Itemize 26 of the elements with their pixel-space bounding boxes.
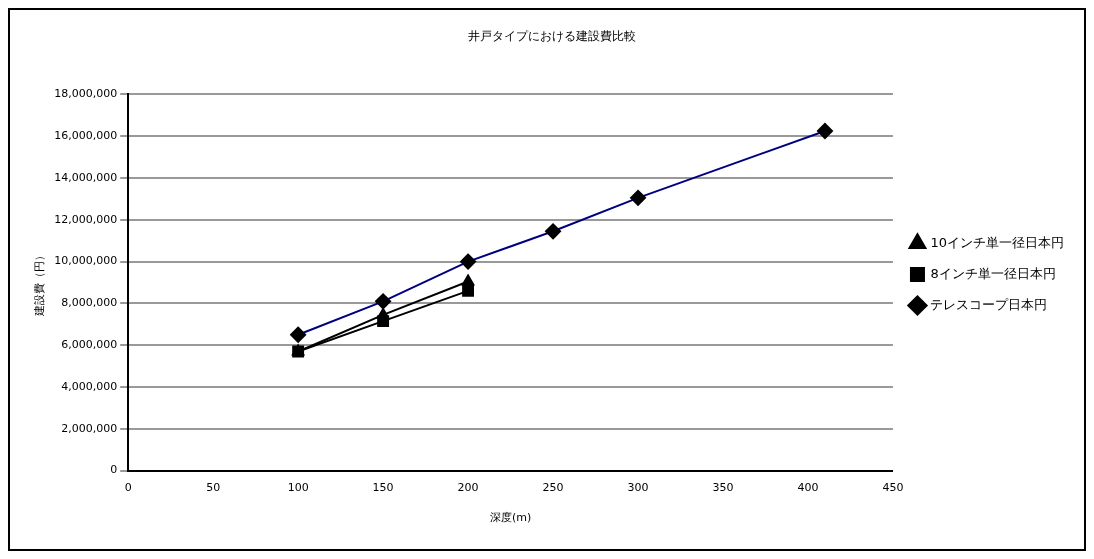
x-axis-title: 深度(m) (489, 511, 532, 525)
y-tick-label: 0 (110, 463, 118, 477)
y-tick-label: 14,000,000 (54, 170, 118, 184)
x-tick-label: 100 (287, 481, 309, 495)
x-tick-label: 50 (206, 481, 221, 495)
y-tick-label: 16,000,000 (54, 129, 118, 143)
legend-label: 10インチ単一径日本円 (930, 234, 1064, 250)
x-tick-label: 350 (712, 481, 734, 495)
y-tick-label: 12,000,000 (54, 212, 118, 226)
y-tick-label: 10,000,000 (54, 254, 118, 268)
x-tick-label: 250 (542, 481, 564, 495)
x-tick-label: 450 (882, 481, 904, 495)
x-tick-label: 200 (457, 481, 479, 495)
y-tick-label: 4,000,000 (61, 379, 118, 393)
x-tick-label: 0 (124, 481, 132, 495)
x-tick-label: 150 (372, 481, 394, 495)
legend-label: テレスコープ日本円 (930, 296, 1048, 312)
x-tick-label: 300 (627, 481, 649, 495)
y-tick-label: 6,000,000 (61, 338, 118, 352)
legend-label: 8インチ単一径日本円 (930, 265, 1056, 281)
y-tick-label: 2,000,000 (61, 421, 118, 435)
y-axis-title: 建設費（円） (33, 249, 47, 317)
x-tick-label: 400 (797, 481, 819, 495)
y-tick-label: 18,000,000 (54, 87, 118, 101)
y-tick-label: 8,000,000 (61, 296, 118, 310)
chart-title: 井戸タイプにおける建設費比較 (468, 29, 636, 44)
